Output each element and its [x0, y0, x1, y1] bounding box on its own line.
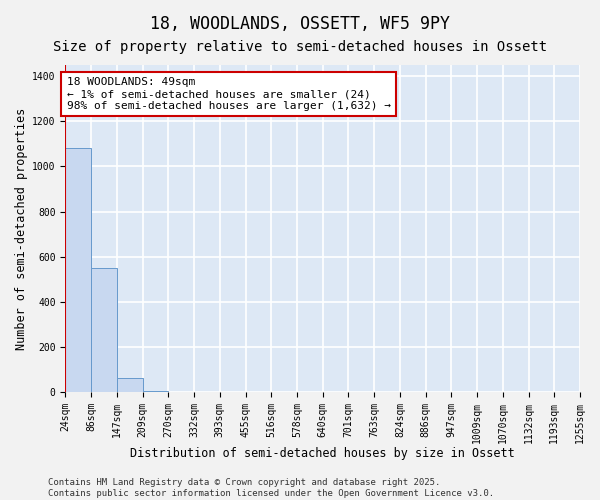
Text: Size of property relative to semi-detached houses in Ossett: Size of property relative to semi-detach…	[53, 40, 547, 54]
Text: 18 WOODLANDS: 49sqm
← 1% of semi-detached houses are smaller (24)
98% of semi-de: 18 WOODLANDS: 49sqm ← 1% of semi-detache…	[67, 78, 391, 110]
Bar	[117, 378, 143, 392]
Text: Contains HM Land Registry data © Crown copyright and database right 2025.
Contai: Contains HM Land Registry data © Crown c…	[48, 478, 494, 498]
Bar	[65, 148, 91, 392]
Bar	[143, 391, 169, 392]
X-axis label: Distribution of semi-detached houses by size in Ossett: Distribution of semi-detached houses by …	[130, 447, 515, 460]
Y-axis label: Number of semi-detached properties: Number of semi-detached properties	[15, 108, 28, 350]
Text: 18, WOODLANDS, OSSETT, WF5 9PY: 18, WOODLANDS, OSSETT, WF5 9PY	[150, 15, 450, 33]
Bar	[91, 268, 117, 392]
